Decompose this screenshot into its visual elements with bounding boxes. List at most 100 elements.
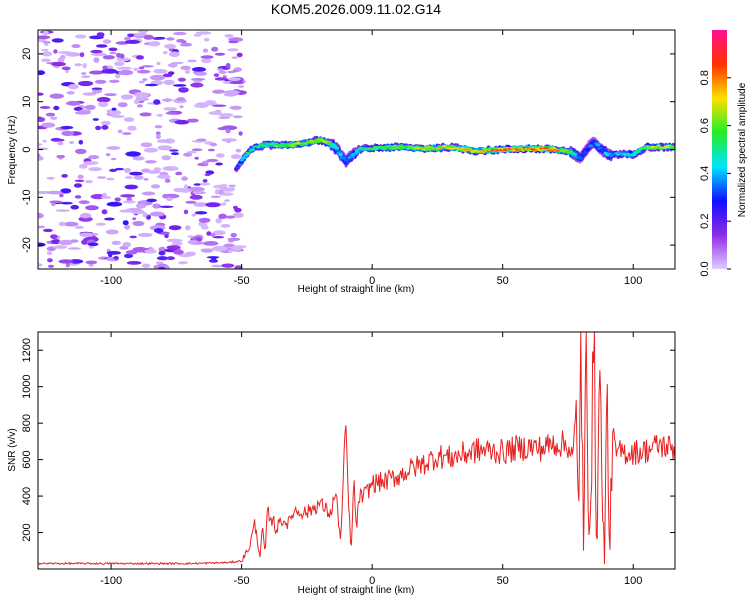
heatmap-cell bbox=[231, 246, 243, 252]
heatmap-cell bbox=[224, 90, 240, 95]
heatmap-cell bbox=[114, 197, 121, 202]
heatmap-cell bbox=[230, 154, 242, 160]
heatmap-x-tick-label: 100 bbox=[624, 275, 642, 287]
heatmap-cell bbox=[510, 147, 515, 150]
heatmap-cell bbox=[402, 145, 407, 148]
heatmap-cell bbox=[178, 87, 189, 93]
heatmap-cell bbox=[204, 173, 211, 177]
heatmap-cell bbox=[49, 200, 63, 204]
heatmap-cell bbox=[184, 69, 191, 74]
heatmap-cell bbox=[193, 183, 202, 186]
heatmap-cell bbox=[143, 34, 154, 40]
heatmap-cell bbox=[175, 171, 183, 176]
heatmap-x-tick-label: 50 bbox=[497, 275, 509, 287]
heatmap-cell bbox=[105, 153, 111, 157]
heatmap-cell bbox=[437, 147, 442, 150]
heatmap-cell bbox=[158, 250, 166, 256]
heatmap-cell bbox=[208, 259, 219, 263]
snr-line-layer bbox=[38, 332, 675, 566]
heatmap-cell bbox=[140, 142, 153, 148]
heatmap-cell bbox=[183, 209, 189, 215]
heatmap-cell bbox=[235, 148, 242, 153]
heatmap-cell bbox=[325, 140, 330, 143]
heatmap-cell bbox=[210, 195, 222, 198]
heatmap-cell bbox=[158, 266, 166, 269]
heatmap-cell bbox=[185, 200, 197, 204]
heatmap-cell bbox=[78, 80, 94, 87]
heatmap-cell bbox=[155, 36, 166, 40]
heatmap-cell bbox=[78, 216, 93, 222]
heatmap-cell bbox=[187, 235, 195, 238]
heatmap-cell bbox=[78, 140, 84, 145]
colorbar-axis: 0.0 0.2 0.4 0.6 0.8 bbox=[699, 70, 731, 277]
heatmap-cell bbox=[422, 148, 427, 151]
heatmap-cell bbox=[46, 251, 53, 256]
heatmap-cell bbox=[661, 146, 667, 149]
heatmap-cell bbox=[173, 249, 184, 255]
heatmap-cell bbox=[143, 147, 158, 153]
heatmap-cell bbox=[227, 48, 239, 52]
heatmap-cell bbox=[106, 251, 122, 255]
heatmap-cell bbox=[150, 184, 161, 189]
heatmap-cell bbox=[110, 157, 117, 161]
heatmap-cell bbox=[129, 235, 137, 239]
heatmap-cell bbox=[221, 263, 235, 268]
heatmap-cell bbox=[83, 161, 99, 166]
heatmap-cell bbox=[142, 212, 148, 218]
heatmap-cell bbox=[203, 241, 219, 246]
heatmap-cell bbox=[61, 66, 71, 71]
heatmap-cell bbox=[208, 111, 222, 115]
heatmap-cell bbox=[634, 152, 639, 154]
heatmap-cell bbox=[426, 147, 431, 150]
heatmap-cell bbox=[90, 49, 103, 54]
heatmap-cell bbox=[572, 152, 577, 156]
snr-y-tick-label: 600 bbox=[21, 450, 33, 468]
heatmap-cell bbox=[124, 36, 131, 41]
heatmap-cell bbox=[109, 168, 118, 172]
heatmap-cell bbox=[38, 212, 44, 219]
heatmap-cell bbox=[229, 186, 235, 192]
heatmap-cell bbox=[144, 83, 158, 87]
heatmap-cell bbox=[115, 73, 121, 79]
heatmap-cell bbox=[213, 73, 220, 77]
heatmap-cell bbox=[157, 145, 173, 151]
heatmap-cell bbox=[181, 176, 188, 181]
heatmap-cell bbox=[58, 259, 74, 264]
heatmap-cell bbox=[203, 37, 210, 42]
heatmap-cell bbox=[38, 92, 44, 96]
heatmap-cell bbox=[212, 245, 228, 252]
heatmap-cell bbox=[583, 150, 588, 154]
heatmap-cell bbox=[136, 203, 147, 209]
heatmap-cell bbox=[616, 153, 621, 156]
heatmap-cell bbox=[155, 133, 161, 140]
heatmap-cell bbox=[183, 184, 188, 190]
heatmap-cell bbox=[191, 213, 197, 217]
heatmap-cell bbox=[74, 195, 82, 199]
heatmap-cell bbox=[200, 58, 212, 64]
heatmap-cell bbox=[656, 144, 661, 147]
heatmap-cell bbox=[146, 214, 151, 220]
heatmap-cell bbox=[565, 151, 570, 154]
heatmap-cell bbox=[81, 75, 91, 78]
snr-panel: -100 -50 0 50 100 200 400 600 800 1000 1200 Heigh… bbox=[7, 331, 676, 596]
heatmap-cell bbox=[232, 115, 243, 119]
heatmap-cell bbox=[149, 74, 166, 81]
heatmap-cell bbox=[74, 34, 87, 39]
heatmap-cell bbox=[220, 184, 228, 187]
heatmap-y-tick-label: 20 bbox=[21, 48, 33, 60]
heatmap-ridge-layer bbox=[234, 135, 675, 173]
heatmap-cell bbox=[73, 183, 83, 188]
heatmap-cell bbox=[85, 180, 93, 184]
heatmap-cell bbox=[177, 77, 186, 82]
heatmap-cell bbox=[106, 201, 123, 207]
heatmap-cell bbox=[218, 213, 227, 219]
snr-frame bbox=[37, 331, 676, 570]
heatmap-cell bbox=[671, 147, 675, 150]
heatmap-cell bbox=[198, 217, 211, 223]
heatmap-cell bbox=[234, 168, 239, 171]
heatmap-cell bbox=[153, 68, 168, 74]
heatmap-cell bbox=[116, 57, 130, 62]
heatmap-cell bbox=[384, 145, 389, 148]
heatmap-cell bbox=[116, 52, 122, 58]
heatmap-cell bbox=[203, 102, 217, 106]
